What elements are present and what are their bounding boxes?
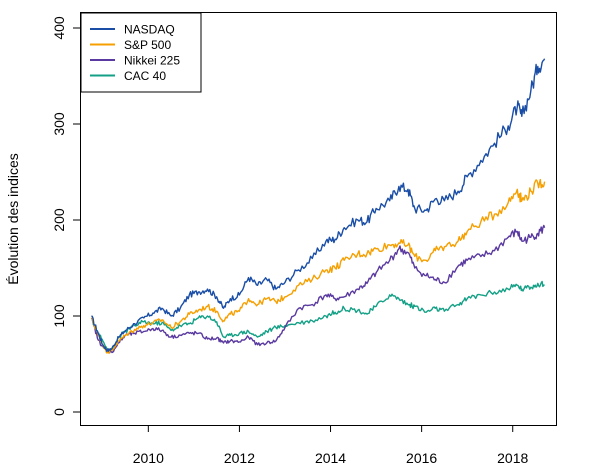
x-tick-label: 2016 — [406, 450, 437, 466]
legend-label: NASDAQ — [124, 23, 175, 37]
series-line-s-p-500 — [91, 178, 546, 354]
legend-label: CAC 40 — [124, 69, 166, 83]
legend-box — [80, 12, 202, 93]
x-tick-label: 2018 — [497, 450, 528, 466]
y-tick-label: 0 — [51, 408, 67, 416]
x-tick-label: 2010 — [133, 450, 164, 466]
x-tick-label: 2012 — [224, 450, 255, 466]
series-lines — [90, 58, 546, 354]
y-tick-label: 100 — [51, 304, 67, 328]
y-tick-label: 200 — [51, 208, 67, 232]
x-tick-label: 2014 — [315, 450, 346, 466]
legend-label: Nikkei 225 — [124, 54, 180, 68]
y-axis: 0 100 200 300 400 — [51, 16, 80, 416]
y-axis-title: Évolution des indices — [5, 153, 21, 285]
y-tick-label: 300 — [51, 112, 67, 136]
plot-frame — [80, 12, 557, 426]
x-axis: 2010 2012 2014 2016 2018 — [133, 425, 529, 466]
series-line-cac-40 — [91, 280, 545, 353]
y-tick-label: 400 — [51, 16, 67, 40]
legend-label: S&P 500 — [124, 38, 171, 52]
series-line-nikkei-225 — [90, 224, 546, 354]
series-line-nasdaq — [91, 58, 546, 352]
